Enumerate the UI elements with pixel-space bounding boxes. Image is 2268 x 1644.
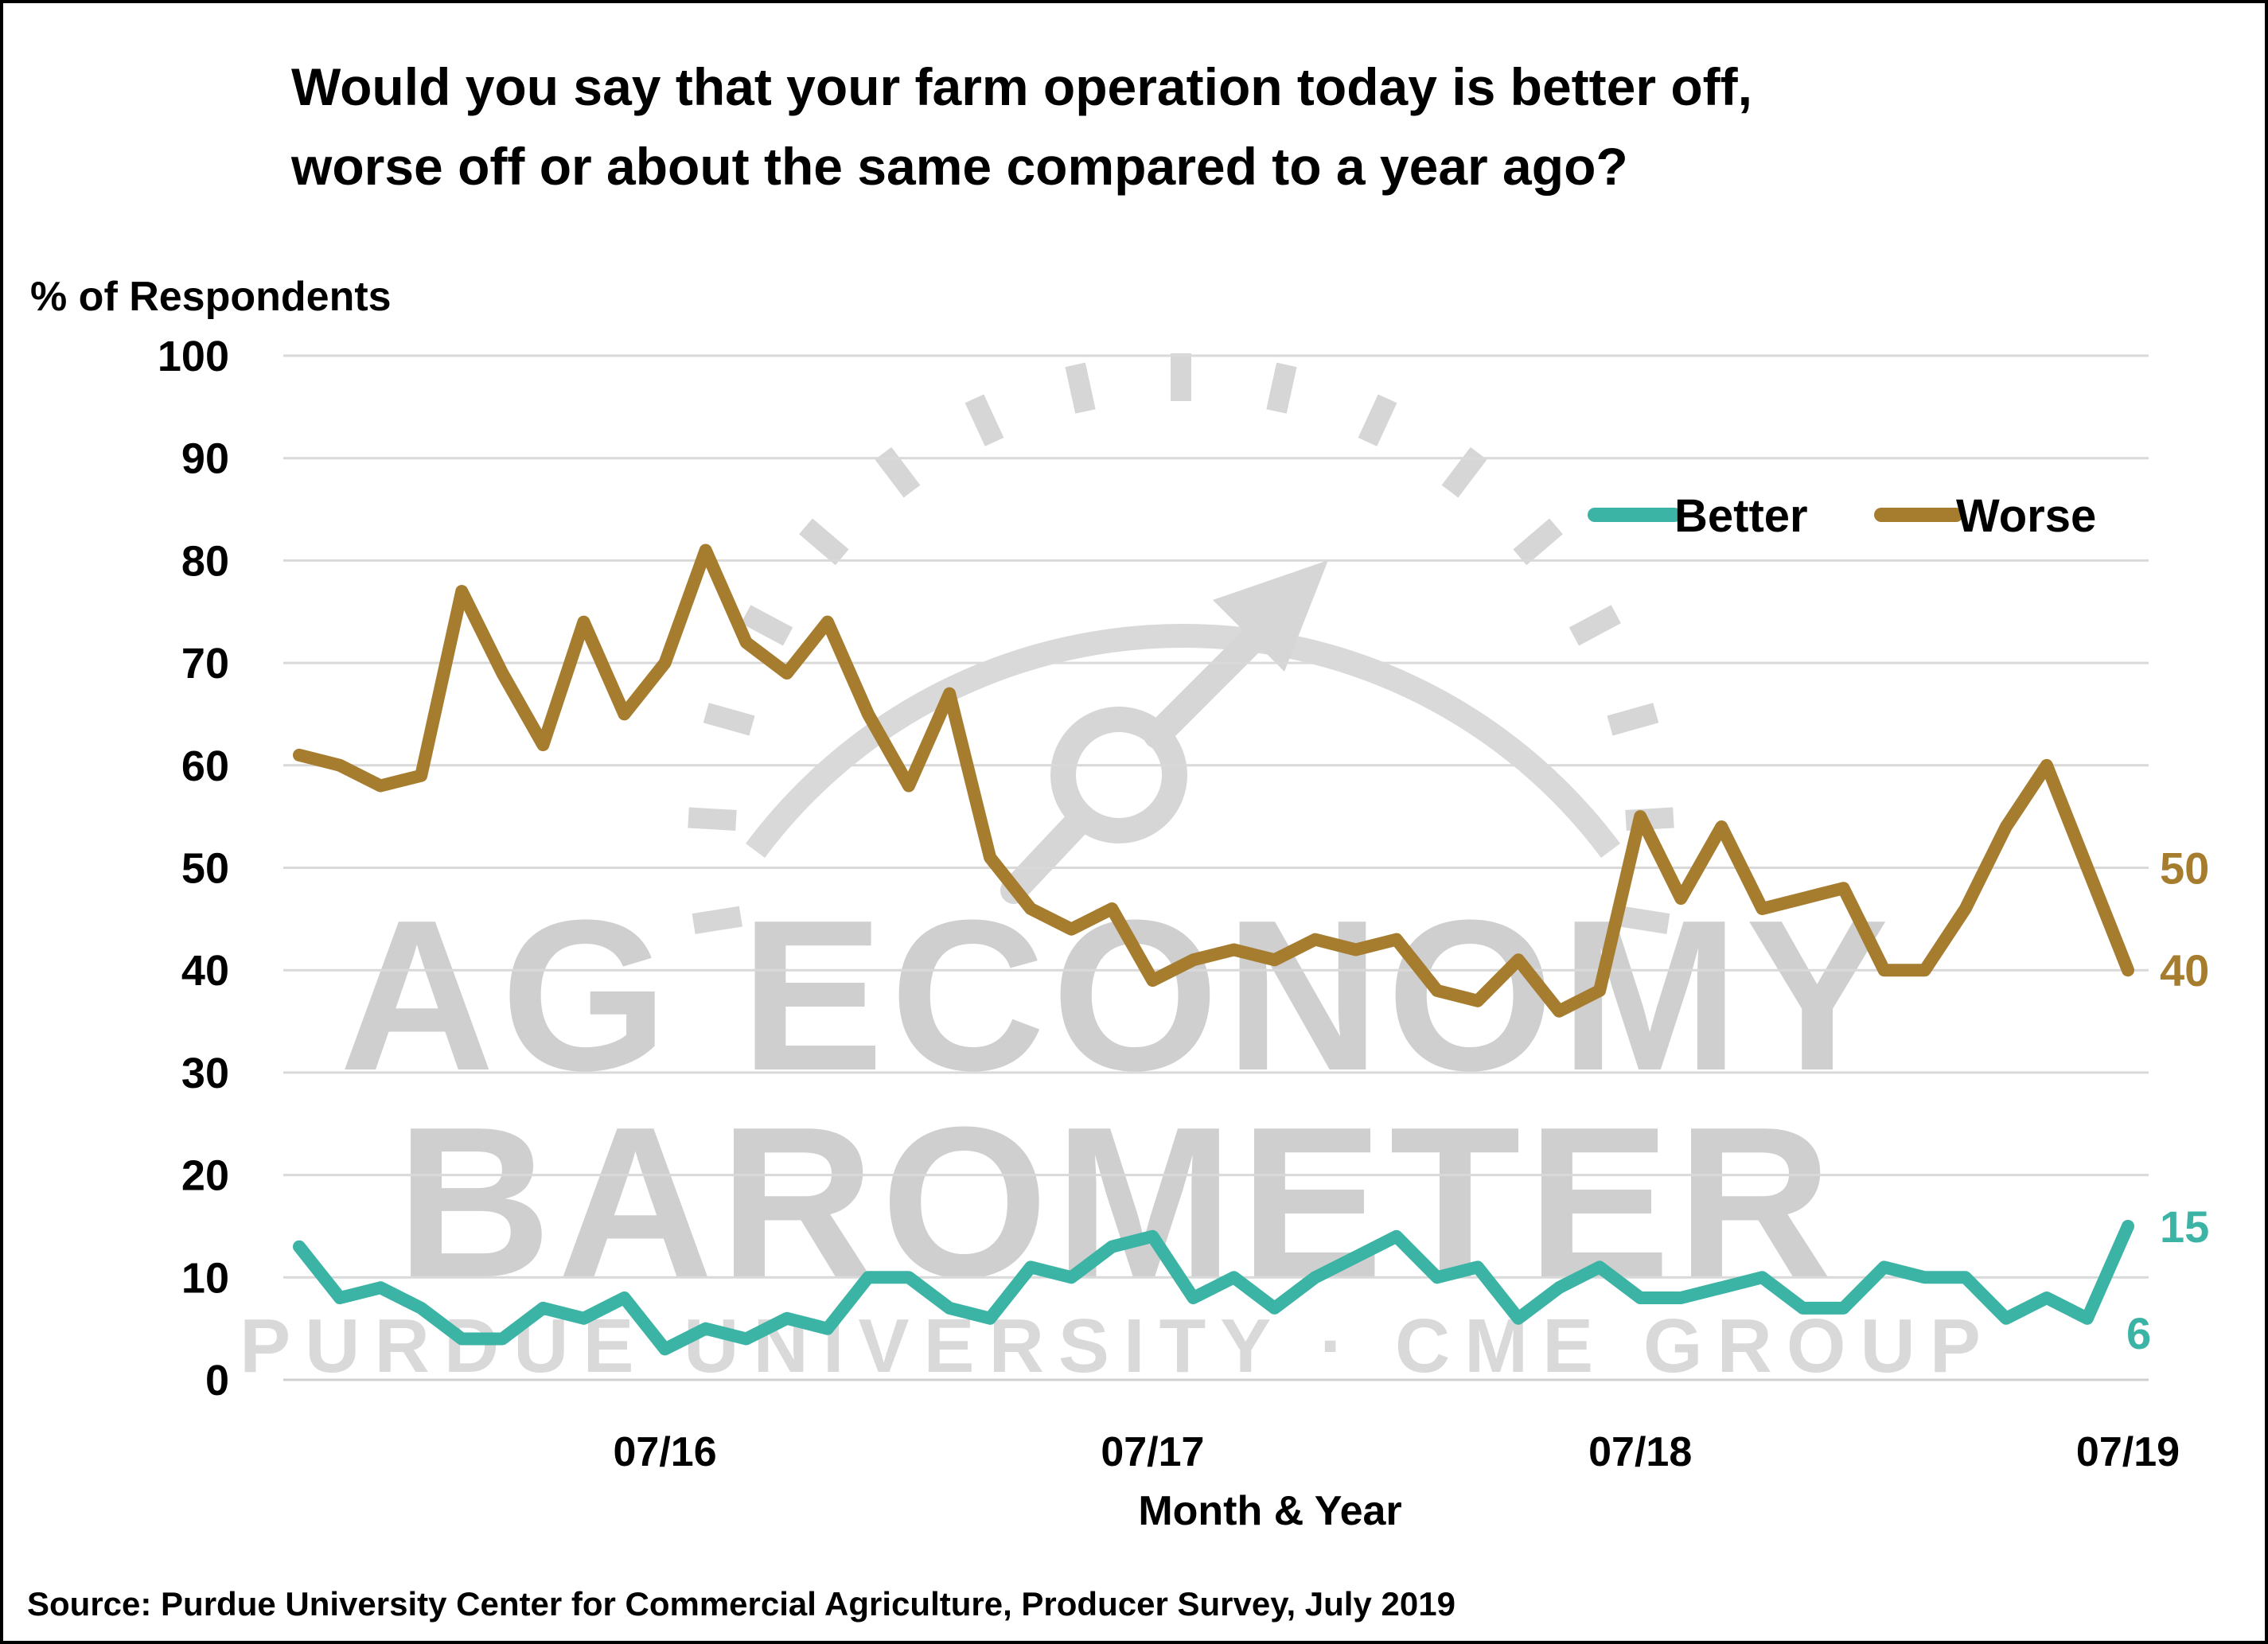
y-tick-label: 0 <box>205 1357 229 1404</box>
y-tick-labels: 0 10 20 30 40 50 60 70 80 90 100 <box>158 333 229 1404</box>
gauge-tick <box>741 605 793 646</box>
gauge-tick <box>1607 703 1659 736</box>
x-tick-label: 07/18 <box>1588 1429 1692 1475</box>
y-tick-label: 70 <box>181 640 229 688</box>
y-tick-label: 90 <box>181 435 229 483</box>
gauge-tick <box>1569 605 1621 646</box>
gauge-tick <box>875 446 921 498</box>
gridlines <box>283 354 2149 1279</box>
source-note: Source: Purdue University Center for Com… <box>27 1585 1455 1623</box>
gauge-tick <box>688 807 737 832</box>
gauge-tick <box>964 394 1004 446</box>
y-tick-label: 100 <box>158 333 229 380</box>
gauge-tick <box>1266 362 1297 414</box>
end-label-worse-low: 40 <box>2160 945 2209 995</box>
gauge-tick <box>799 518 849 566</box>
watermark-line3: PURDUE UNIVERSITY · CME GROUP <box>240 1303 1995 1389</box>
x-tick-label: 07/17 <box>1101 1429 1204 1475</box>
chart-svg: AG ECONOMY BAROMETER PURDUE UNIVERSITY ·… <box>27 57 2209 1623</box>
end-label-worse-high: 50 <box>2160 843 2209 894</box>
legend-label-worse: Worse <box>1956 490 2096 542</box>
end-label-better-high: 15 <box>2160 1202 2209 1252</box>
x-axis-label: Month & Year <box>1138 1488 1401 1534</box>
gauge-tick <box>1441 446 1487 498</box>
x-tick-labels: 07/16 07/17 07/18 07/19 <box>614 1429 2180 1475</box>
legend-label-better: Better <box>1674 490 1808 542</box>
chart-title-line1: Would you say that your farm operation t… <box>291 57 1752 116</box>
y-tick-label: 80 <box>181 537 229 585</box>
series-line-worse <box>293 543 2134 1018</box>
legend: Better Worse <box>1588 490 2096 542</box>
gauge-tick <box>1358 394 1397 446</box>
series-line-better <box>293 1220 2134 1356</box>
end-label-better-low: 6 <box>2126 1308 2151 1358</box>
gauge-icon <box>688 353 1674 934</box>
gauge-tick <box>1513 518 1563 566</box>
y-tick-label: 40 <box>181 947 229 995</box>
x-tick-label: 07/19 <box>2076 1429 2180 1475</box>
watermark-line2: BAROMETER <box>396 1083 1838 1323</box>
y-axis-label: % of Respondents <box>30 274 392 320</box>
gauge-tick <box>692 906 742 934</box>
y-tick-label: 30 <box>181 1050 229 1097</box>
end-labels: 15 6 50 40 <box>2126 843 2209 1358</box>
chart-title-line2: worse off or about the same compared to … <box>290 137 1628 196</box>
y-tick-label: 10 <box>181 1254 229 1302</box>
y-tick-label: 50 <box>181 845 229 893</box>
series-layer <box>293 543 2134 1356</box>
gauge-tick <box>703 703 755 736</box>
y-tick-label: 20 <box>181 1152 229 1200</box>
x-tick-label: 07/16 <box>614 1429 717 1475</box>
y-tick-label: 60 <box>181 742 229 790</box>
gauge-tick <box>1065 362 1096 414</box>
gauge-tick <box>1619 906 1670 934</box>
